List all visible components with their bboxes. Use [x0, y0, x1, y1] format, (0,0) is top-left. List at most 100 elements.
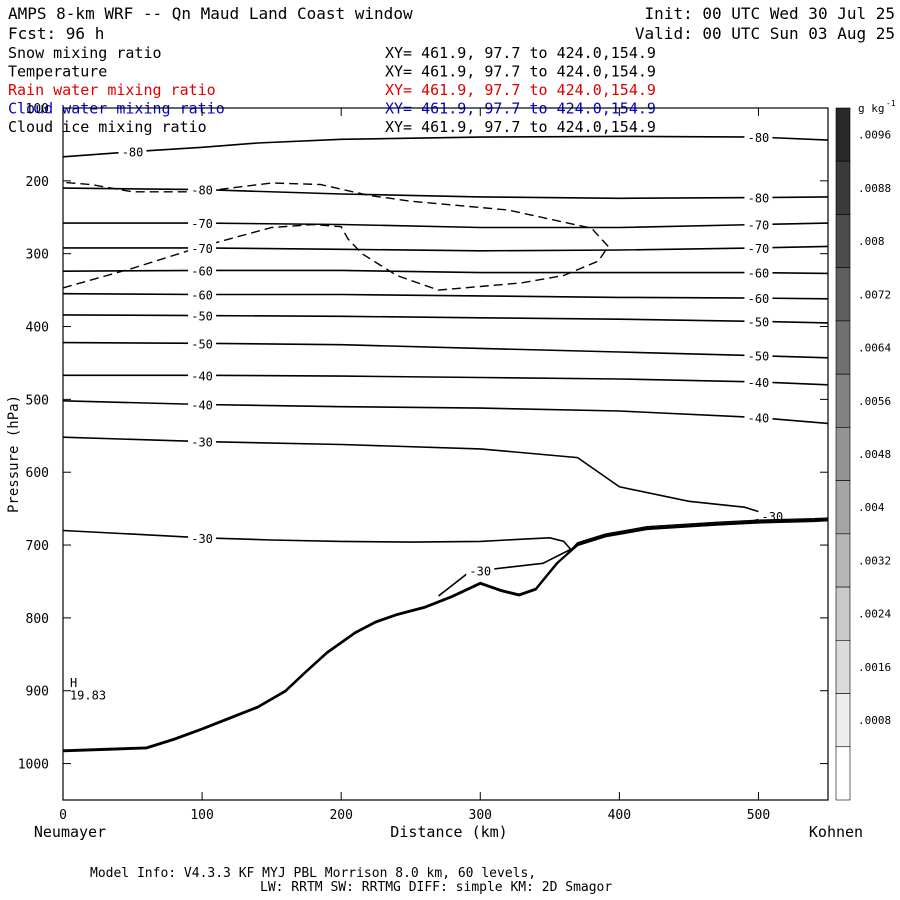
- isotherm-label: -50: [191, 310, 213, 324]
- isotherm-label-bg: [744, 291, 773, 305]
- isotherm-label: -70: [748, 242, 770, 256]
- isotherm-label-bg: [188, 308, 217, 322]
- valid-time: Valid: 00 UTC Sun 03 Aug 25: [635, 24, 895, 43]
- init-time: Init: 00 UTC Wed 30 Jul 25: [645, 4, 895, 23]
- isotherm-line: [62, 436, 776, 526]
- forecast-hour: Fcst: 96 h: [8, 24, 104, 43]
- isotherm-label-bg: [744, 265, 773, 279]
- colorbar-unit-exponent: -1: [886, 99, 896, 108]
- terrain-high-marker: H: [70, 676, 77, 690]
- isotherm-label: -50: [748, 350, 770, 364]
- isotherm-line: [63, 245, 829, 252]
- field-xy-range: XY= 461.9, 97.7 to 424.0,154.9: [385, 118, 656, 136]
- field-name: Cloud ice mixing ratio: [8, 118, 207, 136]
- isotherm-label: -80: [122, 146, 144, 160]
- isotherm-label: -60: [191, 264, 213, 278]
- isotherm-line: [62, 529, 572, 597]
- plot-area: -80 -80 -80 -80 -70 -70 -70 -70 -60 -60 -60 -60 -50 -…: [62, 130, 829, 753]
- plot-frame: [62, 107, 829, 801]
- field-legend: Snow mixing ratio XY= 461.9, 97.7 to 424.…: [8, 44, 656, 136]
- colorbar-segment: [835, 586, 851, 641]
- colorbar-segment: [835, 480, 851, 535]
- isotherm-label-bg: [188, 240, 217, 254]
- colorbar-tick-label: .008: [858, 235, 885, 248]
- isotherm-label-bg: [188, 434, 217, 448]
- y-tick-label: 400: [26, 321, 49, 336]
- colorbar-tick-label: .0088: [858, 182, 891, 195]
- isotherm-line: [62, 187, 829, 200]
- isotherm-line: [62, 292, 829, 300]
- isotherm-label-bg: [744, 217, 773, 231]
- x-tick-label: 300: [469, 808, 492, 823]
- x-tick-label: 500: [747, 808, 770, 823]
- colorbar-segment: [835, 267, 851, 322]
- field-name: Snow mixing ratio: [8, 44, 162, 62]
- isotherm-line: [63, 222, 829, 229]
- y-tick-label: 600: [26, 466, 49, 481]
- isotherm-line: [62, 269, 829, 275]
- isotherm-label: -40: [748, 376, 770, 390]
- physics-info: LW: RRTM SW: RRTMG DIFF: simple KM: 2D S…: [260, 880, 612, 895]
- isotherm-label-bg: [744, 410, 773, 424]
- isotherm-label: -60: [191, 288, 213, 302]
- y-axis: 100 200 300 400 500 600 700 800 900 1000: [18, 102, 828, 773]
- colorbar-segment: [835, 320, 851, 375]
- colorbar-tick-label: .0016: [858, 661, 891, 674]
- x-end-label: Kohnen: [809, 823, 863, 841]
- isotherm-line: [62, 341, 829, 359]
- chart-title: AMPS 8-km WRF -- Qn Maud Land Coast wind…: [8, 4, 413, 23]
- isotherm-label: -60: [748, 292, 770, 306]
- y-tick-label: 100: [26, 102, 49, 117]
- model-info: Model Info: V4.3.3 KF MYJ PBL Morrison 8…: [90, 866, 536, 881]
- isotherm-label: -80: [191, 184, 213, 198]
- isotherm-label-bg: [188, 336, 217, 350]
- isotherm-label-bg: [188, 182, 217, 196]
- colorbar: .0096 .0088 .008 .0072 .0064 .0056 .0048 .004 .0…: [835, 107, 891, 801]
- isotherm-label: -50: [748, 315, 770, 329]
- x-tick-label: 400: [608, 808, 631, 823]
- isotherm-line: [63, 374, 829, 386]
- field-name: Temperature: [8, 63, 107, 81]
- isotherm-label: -40: [191, 398, 213, 412]
- colorbar-segment: [835, 373, 851, 428]
- colorbar-segment: [835, 693, 851, 748]
- isotherm-label-bg: [188, 216, 217, 230]
- colorbar-segment: [835, 160, 851, 215]
- y-tick-label: 300: [26, 248, 49, 263]
- isotherm-label-bg: [188, 530, 217, 544]
- x-start-label: Neumayer: [34, 823, 106, 841]
- x-tick-label: 100: [190, 808, 213, 823]
- terrain-line: [62, 519, 829, 752]
- colorbar-tick-label: .0056: [858, 395, 891, 408]
- field-xy-range: XY= 461.9, 97.7 to 424.0,154.9: [385, 44, 656, 62]
- colorbar-tick-label: .0008: [858, 714, 891, 727]
- isotherm-label: -60: [748, 267, 770, 281]
- y-tick-label: 200: [26, 175, 49, 190]
- y-tick-label: 1000: [18, 758, 49, 773]
- isotherm-label-bg: [744, 348, 773, 362]
- colorbar-segment: [835, 746, 851, 801]
- isotherm-label: -50: [191, 337, 213, 351]
- isotherm-label-bg: [744, 190, 773, 204]
- colorbar-tick-label: .004: [858, 501, 885, 514]
- isotherm-label-bg: [188, 263, 217, 277]
- isotherm-label: -70: [191, 217, 213, 231]
- colorbar-tick-label: .0072: [858, 288, 891, 301]
- isotherm-label: -70: [191, 242, 213, 256]
- colorbar-tick-label: .0096: [858, 129, 891, 142]
- isotherm-label: -80: [748, 192, 770, 206]
- y-tick-label: 700: [26, 539, 49, 554]
- isotherm-label-bg: [188, 397, 217, 411]
- colorbar-segment: [835, 107, 851, 162]
- colorbar-unit: g kg: [858, 102, 885, 115]
- field-xy-range: XY= 461.9, 97.7 to 424.0,154.9: [385, 63, 656, 81]
- isotherm-label: -70: [748, 219, 770, 233]
- isotherm-line: [62, 314, 829, 324]
- y-tick-label: 900: [26, 685, 49, 700]
- colorbar-segment: [835, 214, 851, 268]
- x-axis: 0 100 200 300 400 500: [59, 108, 770, 823]
- isotherm-label-bg: [744, 130, 773, 144]
- isotherm-label-bg: [188, 368, 217, 382]
- isotherm-label-bg: [744, 240, 773, 254]
